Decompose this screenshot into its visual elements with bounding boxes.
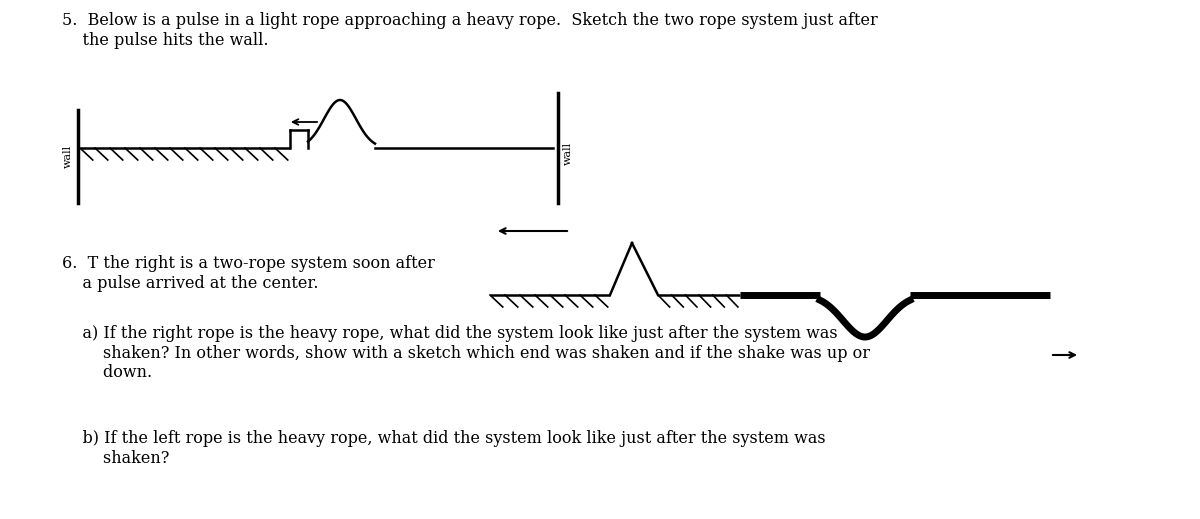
Text: 5.  Below is a pulse in a light rope approaching a heavy rope.  Sketch the two r: 5. Below is a pulse in a light rope appr… <box>62 12 877 49</box>
Text: a) If the right rope is the heavy rope, what did the system look like just after: a) If the right rope is the heavy rope, … <box>62 325 870 381</box>
Text: b) If the left rope is the heavy rope, what did the system look like just after : b) If the left rope is the heavy rope, w… <box>62 430 826 467</box>
Text: wall: wall <box>64 144 73 168</box>
Text: 6.  T the right is a two-rope system soon after
    a pulse arrived at the cente: 6. T the right is a two-rope system soon… <box>62 255 434 292</box>
Text: wall: wall <box>563 142 574 165</box>
